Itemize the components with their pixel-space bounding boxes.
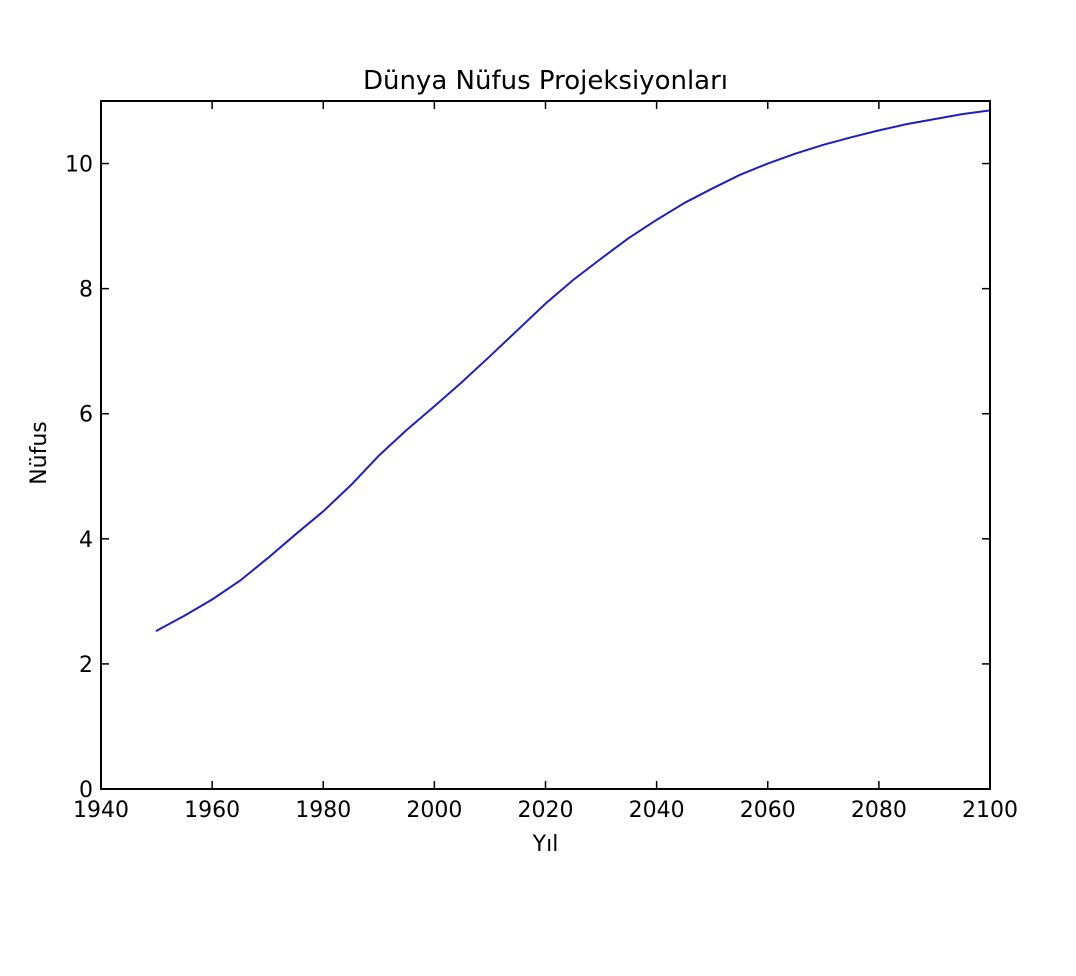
data-point <box>739 174 740 175</box>
x-tick-label: 1960 <box>184 798 240 823</box>
data-point <box>517 329 518 330</box>
data-point <box>850 137 851 138</box>
x-tick-labels: 1940 1960 1980 2000 2020 2040 2060 2080 2100 <box>73 798 1018 823</box>
plot-background <box>101 101 990 789</box>
x-tick-label: 1980 <box>295 798 351 823</box>
data-point <box>628 237 629 238</box>
data-point <box>489 356 490 357</box>
data-point <box>684 202 685 203</box>
x-tick-label: 2100 <box>962 798 1018 823</box>
data-point <box>406 429 407 430</box>
chart-title: Dünya Nüfus Projeksiyonları <box>363 66 728 96</box>
data-point <box>600 258 601 259</box>
data-point <box>795 153 796 154</box>
x-tick-label: 2000 <box>406 798 462 823</box>
data-point <box>462 381 463 382</box>
plot-frame <box>100 100 991 790</box>
y-tick-label: 4 <box>79 528 93 553</box>
x-tick-label: 1940 <box>73 798 129 823</box>
data-point <box>434 406 435 407</box>
data-point <box>239 580 240 581</box>
x-axis-label: Yıl <box>532 832 559 857</box>
data-point <box>767 163 768 164</box>
data-point <box>906 124 907 125</box>
x-tick-label: 2060 <box>740 798 796 823</box>
data-point <box>295 534 296 535</box>
data-point <box>823 144 824 145</box>
y-tick-label: 6 <box>79 403 93 428</box>
data-point <box>545 303 546 304</box>
data-point <box>934 119 935 120</box>
data-point <box>212 599 213 600</box>
data-point <box>962 114 963 115</box>
data-point <box>878 130 879 131</box>
y-axis-label: Nüfus <box>27 421 52 485</box>
y-tick-label: 0 <box>79 778 93 803</box>
x-tick-label: 2080 <box>851 798 907 823</box>
data-point <box>267 558 268 559</box>
data-point <box>184 615 185 616</box>
data-point <box>156 630 157 631</box>
series-layer <box>155 109 991 632</box>
data-point <box>712 188 713 189</box>
y-tick-label: 2 <box>79 653 93 678</box>
y-tick-label: 10 <box>65 153 93 178</box>
data-point <box>573 279 574 280</box>
data-point <box>656 219 657 220</box>
x-tick-label: 2040 <box>629 798 685 823</box>
y-tick-label: 8 <box>79 278 93 303</box>
x-tick-label: 2020 <box>518 798 574 823</box>
series-line-0 <box>155 109 991 632</box>
data-point <box>323 511 324 512</box>
data-point <box>350 484 351 485</box>
y-tick-labels: 0 2 4 6 8 10 <box>65 153 93 803</box>
data-point <box>378 455 379 456</box>
